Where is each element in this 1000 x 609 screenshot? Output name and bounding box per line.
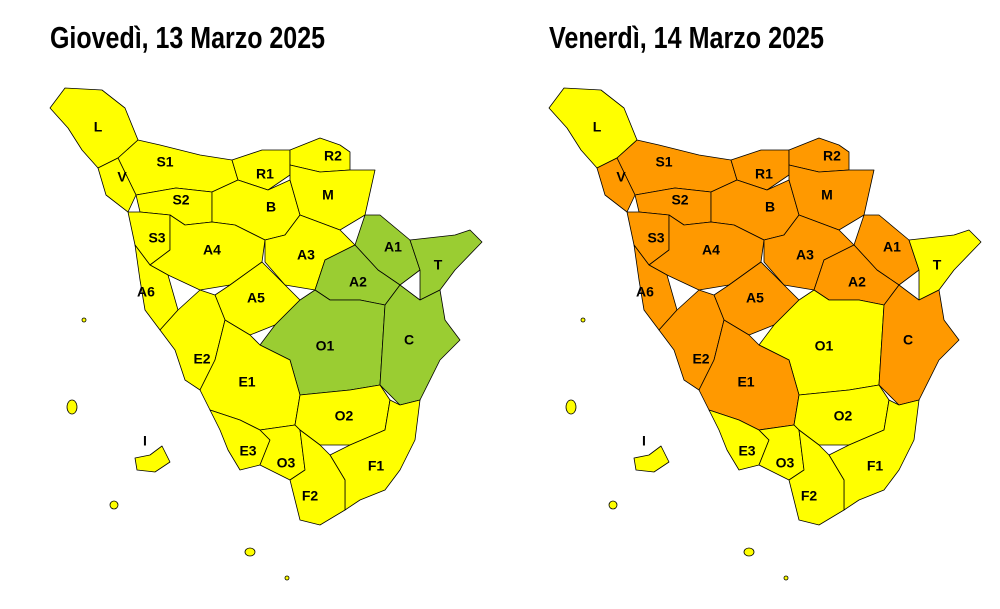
zone-area (908, 229, 982, 301)
zone-label: O2 (335, 408, 354, 424)
zone-label: O1 (815, 338, 834, 354)
zone-label: B (266, 199, 276, 215)
island (608, 500, 618, 510)
zone-label: S2 (671, 192, 688, 208)
zone-area (134, 445, 171, 473)
map: Giovedì, 13 Marzo 2025 L S1 V R1 R2 S2 B M S3 A4 A1… (49, 20, 483, 581)
zone-label: O3 (277, 455, 296, 471)
map-title: Venerdì, 14 Marzo 2025 (549, 20, 824, 55)
zone-label: S1 (655, 154, 672, 170)
zone-label: E3 (239, 443, 256, 459)
zone-label: O1 (316, 338, 335, 354)
zone-label: E1 (238, 374, 255, 390)
island (743, 547, 755, 557)
zone-label: F2 (302, 488, 319, 504)
zone-label: L (593, 119, 602, 135)
zone-area (596, 157, 636, 213)
zone-label: A3 (796, 247, 814, 263)
map-title: Giovedì, 13 Marzo 2025 (50, 20, 325, 55)
zone-area (409, 229, 483, 301)
zone-label: A6 (137, 284, 155, 300)
zone-area (97, 157, 137, 213)
zone-label: R1 (256, 166, 274, 182)
map: Venerdì, 14 Marzo 2025 L S1 V R1 R2 S2 B M S3 A4 A1… (548, 20, 982, 581)
zone-label: A2 (349, 274, 367, 290)
zone-label: T (434, 257, 443, 273)
zone-label: O3 (776, 455, 795, 471)
zone-label: S3 (148, 230, 165, 246)
zone-area (379, 284, 461, 406)
zone-label: L (94, 119, 103, 135)
zone-label: A5 (746, 290, 764, 306)
zone-label: A4 (702, 242, 720, 258)
zone-label: F2 (801, 488, 818, 504)
zone-area (788, 429, 845, 526)
zone-area (117, 139, 239, 196)
zone-label: A2 (848, 274, 866, 290)
island (783, 575, 789, 581)
island (244, 547, 256, 557)
zone-area (878, 284, 960, 406)
zone-label: F1 (368, 458, 385, 474)
zone-label: S2 (172, 192, 189, 208)
zone-label: A3 (297, 247, 315, 263)
zone-label: R1 (755, 166, 773, 182)
zone-label: V (117, 169, 127, 185)
zone-label: E1 (737, 374, 754, 390)
zone-label: A1 (384, 239, 402, 255)
zone-area (616, 139, 738, 196)
zone-label: C (903, 332, 913, 348)
zone-label: C (404, 332, 414, 348)
zone-label: V (616, 169, 626, 185)
island (66, 399, 78, 415)
zone-label: A5 (247, 290, 265, 306)
zone-label: A6 (636, 284, 654, 300)
zone-label: M (821, 187, 833, 203)
zone-area (633, 445, 670, 473)
zone-label: A1 (883, 239, 901, 255)
zone-area (259, 424, 306, 481)
zone-area (289, 429, 346, 526)
zone-area (758, 424, 805, 481)
zone-label: S3 (647, 230, 664, 246)
zone-label: T (933, 257, 942, 273)
zone-label: I (143, 433, 147, 449)
zone-label: B (765, 199, 775, 215)
zone-label: E2 (692, 351, 709, 367)
zone-label: M (322, 187, 334, 203)
zone-label: R2 (324, 148, 342, 164)
zone-label: F1 (867, 458, 884, 474)
island (284, 575, 290, 581)
island (109, 500, 119, 510)
zone-label: I (642, 433, 646, 449)
zone-label: O2 (834, 408, 853, 424)
island (81, 317, 87, 323)
zone-label: A4 (203, 242, 221, 258)
zone-label: E2 (193, 351, 210, 367)
zone-label: E3 (738, 443, 755, 459)
island (580, 317, 586, 323)
island (565, 399, 577, 415)
zone-label: R2 (823, 148, 841, 164)
zone-label: S1 (156, 154, 173, 170)
